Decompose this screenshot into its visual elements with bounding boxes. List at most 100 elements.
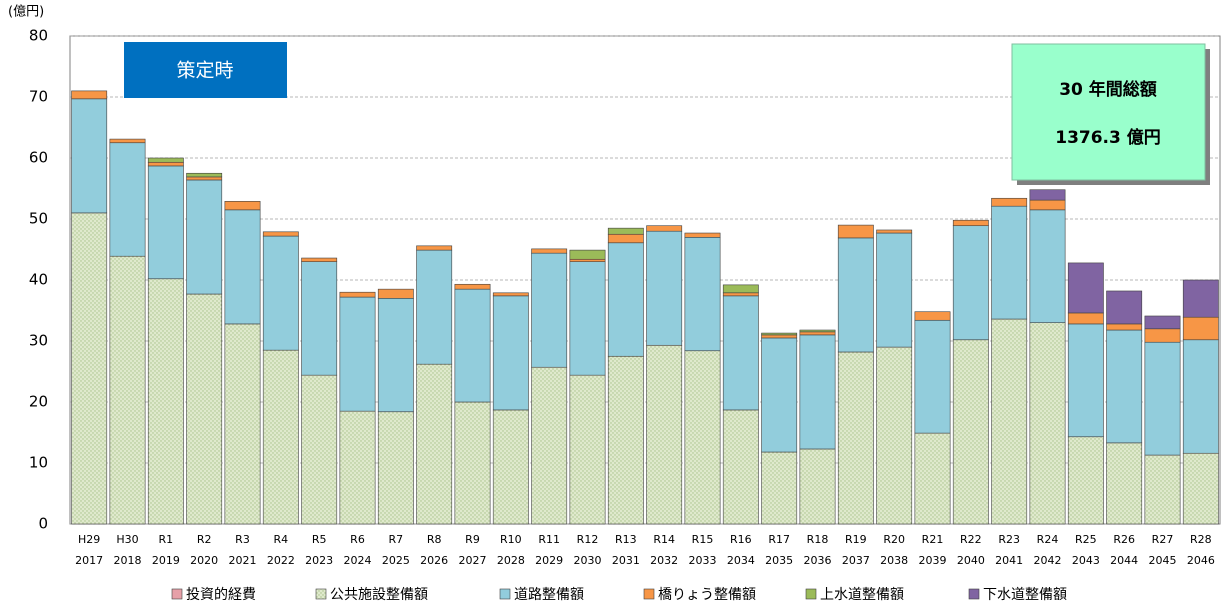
- bar-segment: [1029, 199, 1066, 211]
- bar-segment: [301, 261, 338, 376]
- bar-segment: [262, 235, 299, 351]
- bar-segment: [377, 288, 414, 299]
- bar-segment: [952, 339, 989, 525]
- bar-segment: [454, 288, 491, 403]
- bar-segment: [416, 249, 453, 365]
- bar-segment: [991, 197, 1028, 207]
- bar-segment: [569, 249, 606, 260]
- x-tick-label: R23: [998, 533, 1020, 546]
- bar-segment: [1067, 436, 1104, 525]
- bar-segment: [722, 295, 759, 411]
- bar-segment: [377, 297, 414, 413]
- x-tick-label: R4: [274, 533, 289, 546]
- bar-segment: [722, 409, 759, 525]
- bar-segment: [71, 90, 108, 100]
- bar-segment: [646, 230, 683, 346]
- x-tick-label: 2046: [1187, 554, 1215, 567]
- y-tick-label: 10: [29, 454, 48, 472]
- y-tick-label: 30: [29, 332, 48, 350]
- bar-segment: [876, 346, 913, 525]
- bar-segment: [914, 432, 951, 525]
- x-tick-label: R13: [615, 533, 637, 546]
- legend-label: 公共施設整備額: [330, 587, 428, 603]
- bar-segment: [301, 257, 338, 263]
- bar-segment: [224, 323, 261, 525]
- bar-segment: [186, 293, 223, 525]
- x-tick-label: 2022: [267, 554, 295, 567]
- x-tick-label: 2021: [229, 554, 257, 567]
- bar-segment: [761, 334, 798, 339]
- x-tick-label: 2031: [612, 554, 640, 567]
- x-tick-label: H30: [116, 533, 138, 546]
- x-tick-label: R12: [577, 533, 599, 546]
- x-tick-label: R17: [768, 533, 790, 546]
- bar-segment: [109, 255, 146, 525]
- bar-segment: [492, 409, 529, 525]
- bar-segment: [991, 318, 1028, 525]
- legend-swatch: [643, 588, 655, 600]
- x-tick-label: 2044: [1110, 554, 1138, 567]
- x-tick-label: R20: [883, 533, 905, 546]
- bar-segment: [1106, 442, 1143, 525]
- bar-segment: [147, 161, 184, 167]
- x-tick-label: 2033: [689, 554, 717, 567]
- x-tick-label: R2: [197, 533, 212, 546]
- legend-label: 下水道整備額: [983, 587, 1067, 603]
- x-tick-label: R14: [653, 533, 675, 546]
- bar-segment: [646, 225, 683, 232]
- bar-segment: [224, 201, 261, 211]
- bar-segment: [262, 349, 299, 525]
- bar-segment: [1029, 322, 1066, 525]
- x-tick-label: H29: [78, 533, 100, 546]
- bar-segment: [147, 278, 184, 525]
- bar-segment: [607, 355, 644, 525]
- x-tick-label: R27: [1152, 533, 1174, 546]
- x-tick-label: R28: [1190, 533, 1212, 546]
- legend-label: 上水道整備額: [820, 587, 904, 603]
- bar-segment: [799, 331, 836, 336]
- bar-segment: [799, 334, 836, 450]
- bar-segment: [531, 248, 568, 254]
- bar-segment: [1144, 454, 1181, 525]
- bar-segment: [109, 142, 146, 257]
- bar-segment: [1067, 262, 1104, 314]
- legend-swatch: [968, 588, 980, 600]
- bar-segment: [339, 410, 376, 525]
- x-tick-label: 2026: [420, 554, 448, 567]
- x-tick-label: 2024: [344, 554, 372, 567]
- annotation-box: [1011, 43, 1206, 181]
- bar-segment: [914, 311, 951, 321]
- x-tick-label: 2043: [1072, 554, 1100, 567]
- x-tick-label: R11: [538, 533, 560, 546]
- x-tick-label: R8: [427, 533, 442, 546]
- x-tick-label: R15: [692, 533, 714, 546]
- bar-segment: [186, 179, 223, 295]
- bar-segment: [1106, 323, 1143, 331]
- legend-label: 道路整備額: [514, 587, 584, 603]
- bar-segment: [1144, 315, 1181, 330]
- x-tick-label: 2018: [114, 554, 142, 567]
- bar-segment: [186, 172, 223, 178]
- legend-swatch: [499, 588, 511, 600]
- bar-segment: [109, 138, 146, 144]
- bar-segment: [722, 284, 759, 294]
- bar-segment: [876, 232, 913, 348]
- bar-segment: [684, 232, 721, 238]
- x-tick-label: 2034: [727, 554, 755, 567]
- bar-segment: [416, 245, 453, 251]
- bar-segment: [301, 374, 338, 525]
- x-tick-label: R16: [730, 533, 752, 546]
- annotation: 30 年間総額: [1059, 79, 1157, 100]
- x-tick-label: 2023: [305, 554, 333, 567]
- bar-segment: [377, 411, 414, 525]
- bar-segment: [1182, 279, 1219, 318]
- bar-segment: [1106, 329, 1143, 444]
- bar-segment: [684, 350, 721, 525]
- x-tick-label: 2036: [804, 554, 832, 567]
- legend-swatch: [805, 588, 817, 600]
- x-tick-label: R21: [922, 533, 944, 546]
- bar-segment: [71, 98, 108, 214]
- y-tick-label: 20: [29, 393, 48, 411]
- bar-segment: [531, 252, 568, 368]
- x-tick-label: 2042: [1034, 554, 1062, 567]
